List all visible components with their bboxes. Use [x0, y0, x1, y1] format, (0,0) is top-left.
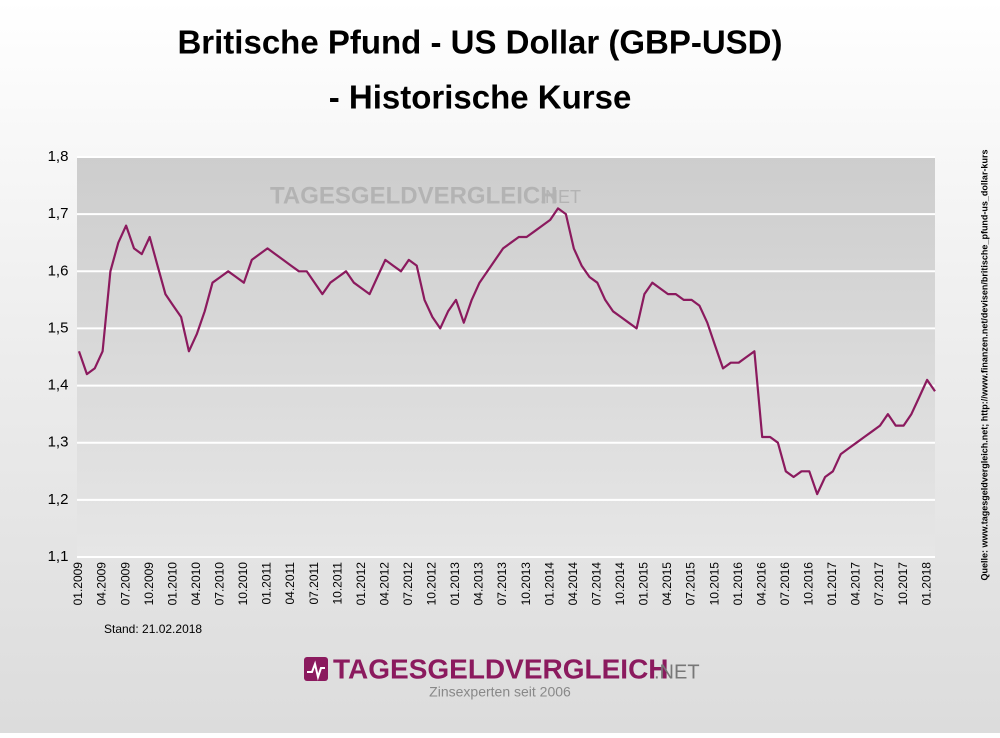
logo-suffix: .NET: [654, 661, 700, 683]
x-tick-label: 04.2016: [754, 562, 768, 606]
x-tick-label: 04.2011: [283, 562, 297, 605]
y-tick-label: 1,2: [48, 491, 69, 508]
y-tick-label: 1,7: [48, 205, 69, 222]
x-tick-label: 01.2011: [260, 562, 274, 605]
x-tick-label: 01.2014: [542, 562, 556, 606]
y-tick-label: 1,1: [48, 548, 69, 565]
x-tick-label: 01.2017: [825, 562, 839, 606]
x-tick-label: 10.2016: [802, 562, 816, 606]
chart-subtitle: - Historische Kurse: [329, 79, 632, 116]
x-tick-label: 07.2015: [684, 562, 698, 606]
watermark-suffix: .NET: [540, 187, 581, 207]
x-tick-label: 04.2010: [189, 562, 203, 606]
x-tick-label: 10.2009: [142, 562, 156, 606]
x-tick-label: 07.2010: [213, 562, 227, 606]
x-tick-label: 07.2017: [872, 562, 886, 606]
x-tick-label: 10.2011: [330, 562, 344, 605]
x-tick-label: 10.2014: [613, 562, 627, 606]
x-tick-label: 01.2009: [71, 562, 85, 606]
x-tick-label: 10.2017: [896, 562, 910, 606]
x-tick-label: 01.2015: [637, 562, 651, 606]
logo-name: TAGESGELDVERGLEICH: [333, 653, 669, 684]
note: Stand: 21.02.2018: [104, 622, 202, 636]
x-tick-label: 04.2015: [660, 562, 674, 606]
chart-title: Britische Pfund - US Dollar (GBP-USD): [177, 24, 782, 61]
x-tick-label: 04.2017: [849, 562, 863, 606]
x-tick-label: 04.2012: [377, 562, 391, 606]
x-tick-label: 07.2012: [401, 562, 415, 606]
y-tick-label: 1,8: [48, 148, 69, 165]
x-tick-label: 01.2010: [165, 562, 179, 606]
x-tick-label: 10.2015: [707, 562, 721, 606]
plot-area: [77, 157, 935, 557]
x-tick-label: 04.2009: [95, 562, 109, 606]
x-tick-label: 01.2013: [448, 562, 462, 606]
line-series: [77, 207, 936, 496]
y-tick-label: 1,5: [48, 319, 69, 336]
x-tick-label: 01.2012: [354, 562, 368, 606]
y-tick-label: 1,6: [48, 262, 69, 279]
logo-icon: [304, 657, 328, 681]
source: Quelle: www.tagesgeldvergleich.net; http…: [979, 150, 989, 581]
x-tick-label: 10.2012: [425, 562, 439, 606]
x-tick-label: 07.2013: [495, 562, 509, 606]
y-tick-label: 1,3: [48, 434, 69, 451]
x-tick-label: 07.2011: [307, 562, 321, 605]
x-tick-label: 10.2013: [519, 562, 533, 606]
y-tick-label: 1,4: [48, 377, 69, 394]
x-tick-label: 10.2010: [236, 562, 250, 606]
x-tick-label: 04.2014: [566, 562, 580, 606]
x-tick-label: 01.2018: [919, 562, 933, 606]
x-tick-label: 07.2009: [118, 562, 132, 606]
watermark: TAGESGELDVERGLEICH: [270, 182, 558, 209]
x-tick-label: 01.2016: [731, 562, 745, 606]
x-tick-label: 07.2016: [778, 562, 792, 606]
logo-slogan: Zinsexperten seit 2006: [429, 684, 571, 700]
x-tick-label: 07.2014: [589, 562, 603, 606]
x-tick-label: 04.2013: [472, 562, 486, 606]
